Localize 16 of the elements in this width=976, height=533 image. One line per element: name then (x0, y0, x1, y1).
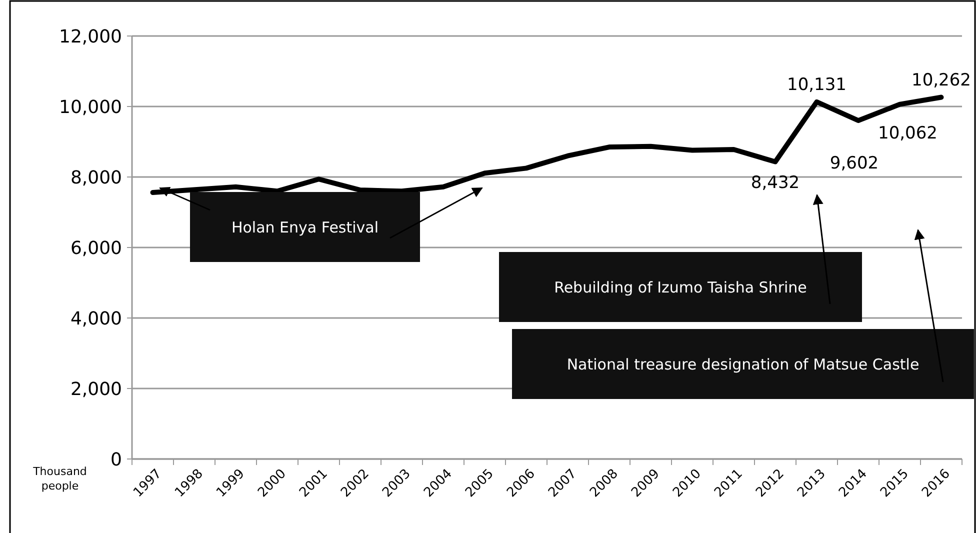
y-tick-label: 4,000 (70, 308, 122, 330)
y-tick-label: 2,000 (70, 378, 122, 400)
y-tick-label: 10,000 (59, 96, 122, 118)
data-label: 10,131 (787, 74, 846, 95)
y-tick-label: 6,000 (70, 238, 122, 259)
y-tick-label: 12,000 (59, 26, 122, 48)
data-label: 10,062 (878, 123, 938, 144)
y-axis-title: Thousand people (32, 465, 87, 492)
annotation: Holan Enya Festival (231, 218, 379, 236)
annotation: Rebuilding of Izumo Taisha Shrine (554, 278, 807, 296)
y-tick-label: 0 (110, 449, 122, 470)
data-label: 9,602 (830, 154, 879, 174)
data-label: 10,262 (912, 70, 971, 90)
annotation: National treasure designation of Matsue Castle (566, 355, 920, 374)
y-tick-label: 8,000 (70, 167, 122, 188)
data-label: 8,432 (750, 172, 800, 193)
